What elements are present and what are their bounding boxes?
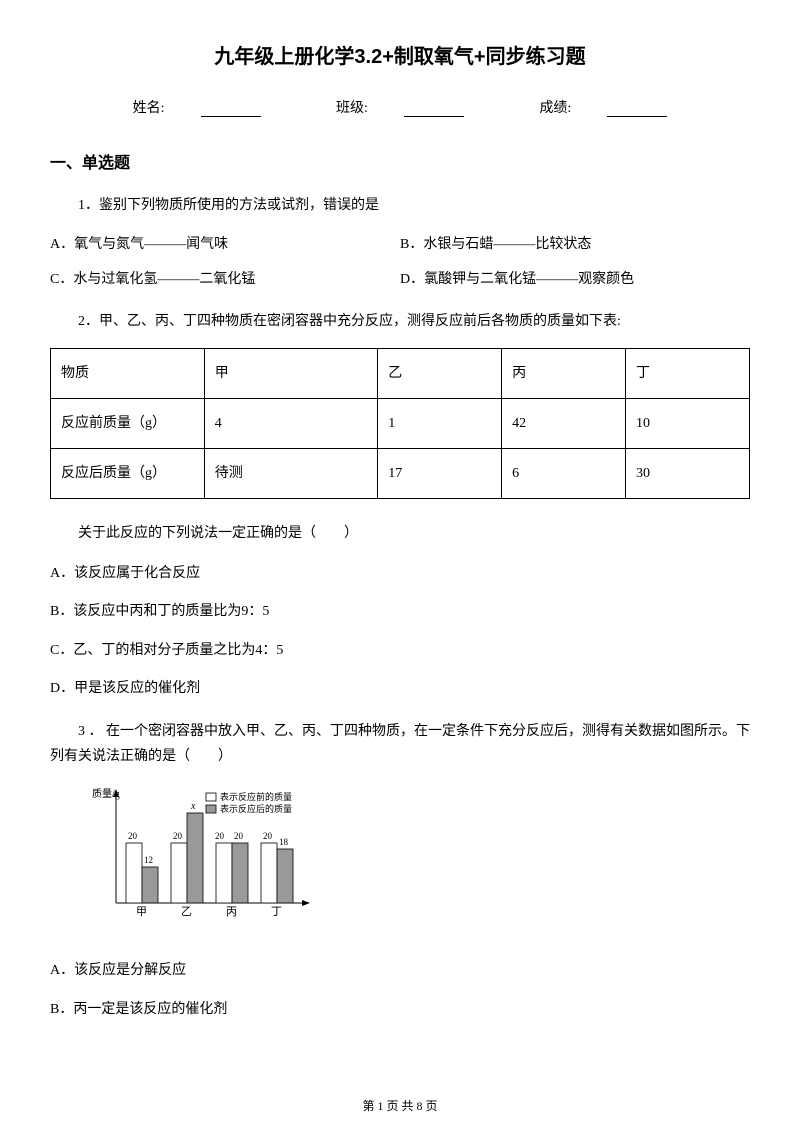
table-row: 物质 甲 乙 丙 丁 <box>51 348 750 398</box>
category-label: 丁 <box>271 906 282 918</box>
score-blank <box>607 103 667 117</box>
bar-label: 20 <box>263 831 273 841</box>
page-footer: 第 1 页 共 8 页 <box>0 1097 800 1114</box>
cell: 待测 <box>204 449 377 499</box>
table-row: 反应后质量（g） 待测 17 6 30 <box>51 449 750 499</box>
q2-table: 物质 甲 乙 丙 丁 反应前质量（g） 4 1 42 10 反应后质量（g） 待… <box>50 348 750 500</box>
cell: 乙 <box>378 348 502 398</box>
page-title: 九年级上册化学3.2+制取氧气+同步练习题 <box>50 40 750 69</box>
q3-chart: 质量/g 表示反应前的质量 表示反应后的质量 20 12 甲 20 x 乙 20… <box>86 783 326 942</box>
bar-label: 20 <box>234 831 244 841</box>
question-1: 1．鉴别下列物质所使用的方法或试剂，错误的是 A．氧气与氮气———闻气味 B．水… <box>50 193 750 293</box>
q2-optD: D．甲是该反应的催化剂 <box>50 676 750 703</box>
q2-optB: B．该反应中丙和丁的质量比为9：5 <box>50 599 750 626</box>
category-label: 乙 <box>181 905 192 918</box>
cell: 4 <box>204 398 377 448</box>
legend-after: 表示反应后的质量 <box>220 803 292 814</box>
bar-label: 20 <box>173 831 183 841</box>
bar-after <box>187 813 203 903</box>
bar-before <box>261 843 277 903</box>
bar-before <box>216 843 232 903</box>
q3-optB: B．丙一定是该反应的催化剂 <box>50 997 750 1024</box>
q1-optA: A．氧气与氮气———闻气味 <box>50 232 400 257</box>
name-blank <box>201 103 261 117</box>
cell: 42 <box>502 398 626 448</box>
cell: 丁 <box>626 348 750 398</box>
q2-optA: A．该反应属于化合反应 <box>50 561 750 588</box>
legend-before: 表示反应前的质量 <box>220 791 292 802</box>
score-label: 成绩: <box>539 101 571 116</box>
bar-label: 20 <box>128 831 138 841</box>
cell: 1 <box>378 398 502 448</box>
class-blank <box>404 103 464 117</box>
category-label: 甲 <box>136 906 147 918</box>
q3-optA: A．该反应是分解反应 <box>50 958 750 985</box>
bar-label: 12 <box>144 855 153 865</box>
cell: 反应前质量（g） <box>51 398 205 448</box>
question-3: 3 ． 在一个密闭容器中放入甲、乙、丙、丁四种物质，在一定条件下充分反应后，测得… <box>50 719 750 1024</box>
cell: 反应后质量（g） <box>51 449 205 499</box>
q1-optB: B．水银与石蜡———比较状态 <box>400 232 750 257</box>
category-label: 丙 <box>226 906 237 918</box>
info-row: 姓名: 班级: 成绩: <box>50 97 750 117</box>
bar-chart-svg: 质量/g 表示反应前的质量 表示反应后的质量 20 12 甲 20 x 乙 20… <box>86 783 326 933</box>
name-label: 姓名: <box>133 101 165 116</box>
bar-after <box>142 867 158 903</box>
q3-intro: 3 ． 在一个密闭容器中放入甲、乙、丙、丁四种物质，在一定条件下充分反应后，测得… <box>50 719 750 769</box>
bar-after <box>277 849 293 903</box>
cell: 10 <box>626 398 750 448</box>
bar-label: 20 <box>215 831 225 841</box>
q1-intro: 1．鉴别下列物质所使用的方法或试剂，错误的是 <box>50 193 750 218</box>
cell: 甲 <box>204 348 377 398</box>
table-row: 反应前质量（g） 4 1 42 10 <box>51 398 750 448</box>
cell: 6 <box>502 449 626 499</box>
class-label: 班级: <box>336 101 368 116</box>
q2-intro: 2．甲、乙、丙、丁四种物质在密闭容器中充分反应，测得反应前后各物质的质量如下表: <box>50 309 750 334</box>
bar-before <box>171 843 187 903</box>
bar-label-x: x <box>190 801 196 812</box>
cell: 物质 <box>51 348 205 398</box>
section-heading: 一、单选题 <box>50 149 750 173</box>
question-2: 2．甲、乙、丙、丁四种物质在密闭容器中充分反应，测得反应前后各物质的质量如下表:… <box>50 309 750 703</box>
bar-after <box>232 843 248 903</box>
q1-optC: C．水与过氧化氢———二氧化锰 <box>50 267 400 292</box>
ylabel: 质量/g <box>92 788 120 800</box>
cell: 丙 <box>502 348 626 398</box>
bar-label: 18 <box>279 837 289 847</box>
q1-optD: D．氯酸钾与二氧化锰———观察颜色 <box>400 267 750 292</box>
bar-before <box>126 843 142 903</box>
cell: 30 <box>626 449 750 499</box>
cell: 17 <box>378 449 502 499</box>
q2-optC: C．乙、丁的相对分子质量之比为4：5 <box>50 638 750 665</box>
q2-after: 关于此反应的下列说法一定正确的是（ ） <box>50 521 750 546</box>
